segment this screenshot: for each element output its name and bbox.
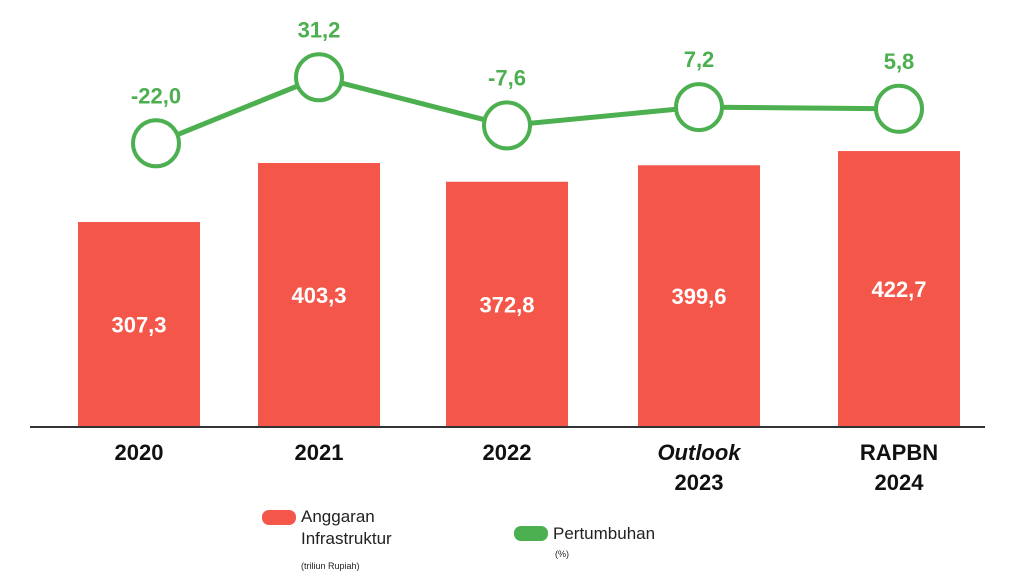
bar xyxy=(446,181,568,427)
legend-unit-bar: (triliun Rupiah) xyxy=(301,561,360,571)
growth-value-label: -22,0 xyxy=(131,83,181,108)
growth-point xyxy=(482,100,532,151)
bar-value-label: 422,7 xyxy=(871,277,926,302)
x-tick-label: 2021 xyxy=(295,440,344,465)
bar-value-label: 307,3 xyxy=(111,313,166,338)
growth-value-label: 7,2 xyxy=(684,47,715,72)
x-tick-label: RAPBN xyxy=(860,440,938,465)
x-tick-label: Outlook xyxy=(657,440,742,465)
legend-swatch-line xyxy=(514,526,548,541)
growth-value-label: 31,2 xyxy=(298,17,341,42)
bar-value-label: 399,6 xyxy=(671,284,726,309)
growth-point xyxy=(674,82,724,133)
growth-point xyxy=(131,118,181,169)
legend-unit-line: (%) xyxy=(555,549,569,559)
bar xyxy=(838,151,960,427)
bar xyxy=(638,165,760,428)
growth-point xyxy=(294,52,344,103)
legend-label-bar: Anggaran xyxy=(301,507,375,526)
growth-point xyxy=(874,83,924,134)
bar xyxy=(78,222,200,427)
growth-value-label: 5,8 xyxy=(884,49,915,74)
bar xyxy=(258,162,380,427)
x-tick-label: 2024 xyxy=(875,470,925,495)
legend-label-line: Pertumbuhan xyxy=(553,524,655,543)
bar-value-label: 403,3 xyxy=(291,283,346,308)
legend-label-bar: Infrastruktur xyxy=(301,529,392,548)
x-tick-label: 2023 xyxy=(675,470,724,495)
legend-swatch-bar xyxy=(262,510,296,525)
x-tick-label: 2020 xyxy=(115,440,164,465)
bar-value-label: 372,8 xyxy=(479,292,534,317)
x-tick-label: 2022 xyxy=(483,440,532,465)
growth-value-label: -7,6 xyxy=(488,65,526,90)
